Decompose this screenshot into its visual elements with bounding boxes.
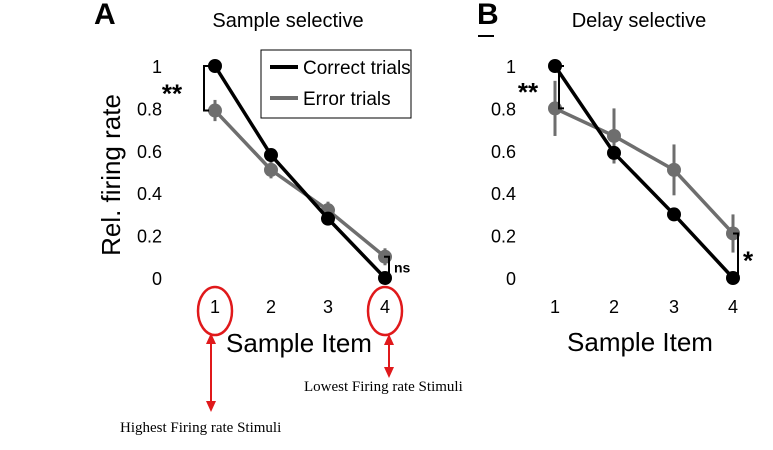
annotation-lowest: Lowest Firing rate Stimuli: [304, 379, 463, 395]
data-point: [208, 103, 222, 118]
y-tick-label: 0.2: [491, 227, 516, 247]
series-line: [553, 65, 735, 280]
legend: Correct trials Error trials: [260, 49, 412, 119]
significance-marker: **: [518, 77, 539, 107]
y-tick-label: 0: [506, 269, 516, 289]
y-tick-label: 0: [152, 269, 162, 289]
y-tick-label: 0.4: [491, 184, 516, 204]
x-tick-label: 2: [266, 297, 276, 317]
y-tick-label: 0.2: [137, 227, 162, 247]
panel-b-x-axis-label: Sample Item: [567, 327, 713, 357]
legend-box: [260, 49, 412, 119]
data-point: [264, 148, 278, 163]
y-tick-label: 0.4: [137, 184, 162, 204]
y-tick-label: 1: [152, 57, 162, 77]
series-line: [213, 109, 387, 259]
x-tick-label: 1: [550, 297, 560, 317]
y-tick-label: 0.8: [491, 99, 516, 119]
data-point: [607, 128, 621, 143]
highlight-circle-item-1: [196, 285, 234, 337]
data-point: [667, 207, 681, 222]
arrow-highest-head-down: [206, 401, 216, 412]
panel-a-x-axis-label: Sample Item: [226, 328, 372, 358]
significance-bracket: [203, 65, 209, 112]
annotation-highest: Highest Firing rate Stimuli: [120, 420, 281, 436]
x-tick-label: 3: [669, 297, 679, 317]
data-point: [667, 162, 681, 177]
significance-bracket: [384, 255, 390, 279]
significance-bracket: [733, 232, 739, 279]
legend-entry-error: Error trials: [303, 89, 391, 110]
series-line: [554, 106, 735, 235]
x-tick-label: 1: [210, 297, 220, 317]
significance-marker: ns: [394, 259, 411, 275]
arrow-highest-head-up: [206, 333, 216, 344]
x-tick-label: 4: [728, 297, 738, 317]
y-tick-label: 0.6: [491, 142, 516, 162]
plots: 0 0.2 0.4 0.6 0.8 1 1 2 3 4 ** ns 0 0.2 0.4 0.6 0.8 1 1 2 3 4…: [137, 57, 754, 317]
data-point: [321, 211, 335, 226]
y-tick-label: 0.8: [137, 99, 162, 119]
x-tick-label: 3: [323, 297, 333, 317]
data-point: [607, 145, 621, 160]
y-tick-label: 0.6: [137, 142, 162, 162]
panel-a-title: Sample selective: [212, 10, 363, 32]
x-tick-label: 2: [609, 297, 619, 317]
arrow-lowest-head-down: [384, 367, 394, 378]
y-tick-label: 1: [506, 57, 516, 77]
data-point: [208, 59, 222, 73]
panel-a-y-axis-label: Rel. firing rate: [96, 94, 126, 256]
data-point: [264, 162, 278, 177]
highlight-circle-item-4: [366, 285, 404, 337]
panel-b-letter: B: [477, 0, 499, 31]
significance-marker: **: [162, 78, 183, 108]
legend-entry-correct: Correct trials: [303, 58, 411, 79]
x-tick-label: 4: [380, 297, 390, 317]
arrow-lowest-head-up: [384, 334, 394, 345]
panel-b-title: Delay selective: [572, 10, 707, 32]
panel-b-plot: 00.20.40.60.811 2 3 4***: [491, 57, 754, 317]
significance-bracket: [558, 65, 564, 110]
panel-b-letter-underline: [478, 35, 494, 37]
significance-marker: *: [743, 246, 754, 276]
panel-a-plot: 0 0.2 0.4 0.6 0.8 1 1 2 3 4 ** ns: [137, 57, 411, 317]
series-line: [213, 65, 387, 280]
annotations: Highest Firing rate Stimuli Lowest Firin…: [120, 285, 463, 436]
panel-a-letter: A: [94, 0, 116, 31]
